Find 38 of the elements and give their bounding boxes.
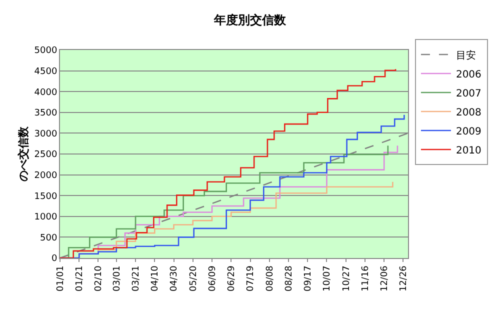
y-tick-label: 3500: [34, 108, 58, 119]
y-tick-label: 0: [51, 254, 58, 264]
x-tick-label: 01/21: [75, 266, 86, 292]
x-tick-label: 10/27: [342, 266, 352, 292]
x-tick-label: 08/28: [284, 265, 294, 292]
x-tick-label: 12/06: [380, 265, 390, 292]
x-tick-label: 09/17: [304, 266, 314, 292]
chart-title: 年度別交信数: [213, 12, 287, 27]
x-tick-label: 10/07: [322, 266, 333, 292]
x-tick-label: 06/09: [208, 265, 218, 292]
x-tick-label: 08/08: [265, 265, 276, 292]
x-tick-label: 04/10: [150, 265, 161, 292]
legend-label: 目安: [456, 49, 476, 62]
y-axis-title: のべ交信数: [16, 126, 30, 182]
x-tick-label: 07/19: [246, 265, 256, 292]
y-tick-label: 2000: [34, 170, 58, 181]
x-tick-label: 01/01: [56, 266, 66, 292]
legend-label: 2009: [456, 126, 482, 138]
x-tick-label: 04/30: [170, 265, 180, 292]
x-tick-label: 02/10: [94, 265, 104, 292]
y-tick-label: 5000: [34, 46, 58, 56]
y-tick-label: 4000: [34, 88, 58, 98]
legend-label: 2006: [456, 69, 482, 80]
y-tick-label: 500: [40, 233, 58, 244]
x-tick-label: 03/01: [112, 266, 122, 292]
y-tick-label: 4500: [34, 66, 58, 77]
x-tick-label: 05/20: [188, 265, 199, 292]
legend-label: 2007: [456, 88, 482, 100]
y-tick-label: 2500: [34, 150, 58, 160]
legend-label: 2008: [456, 107, 482, 118]
y-tick-label: 1000: [34, 212, 58, 223]
x-tick-label: 11/16: [360, 265, 371, 292]
x-tick-label: 03/21: [131, 266, 142, 292]
y-tick-label: 1500: [34, 192, 58, 202]
y-tick-label: 3000: [34, 129, 58, 140]
legend-label: 2010: [456, 145, 482, 156]
x-tick-label: 06/29: [227, 265, 238, 292]
x-tick-label: 12/26: [399, 265, 410, 292]
